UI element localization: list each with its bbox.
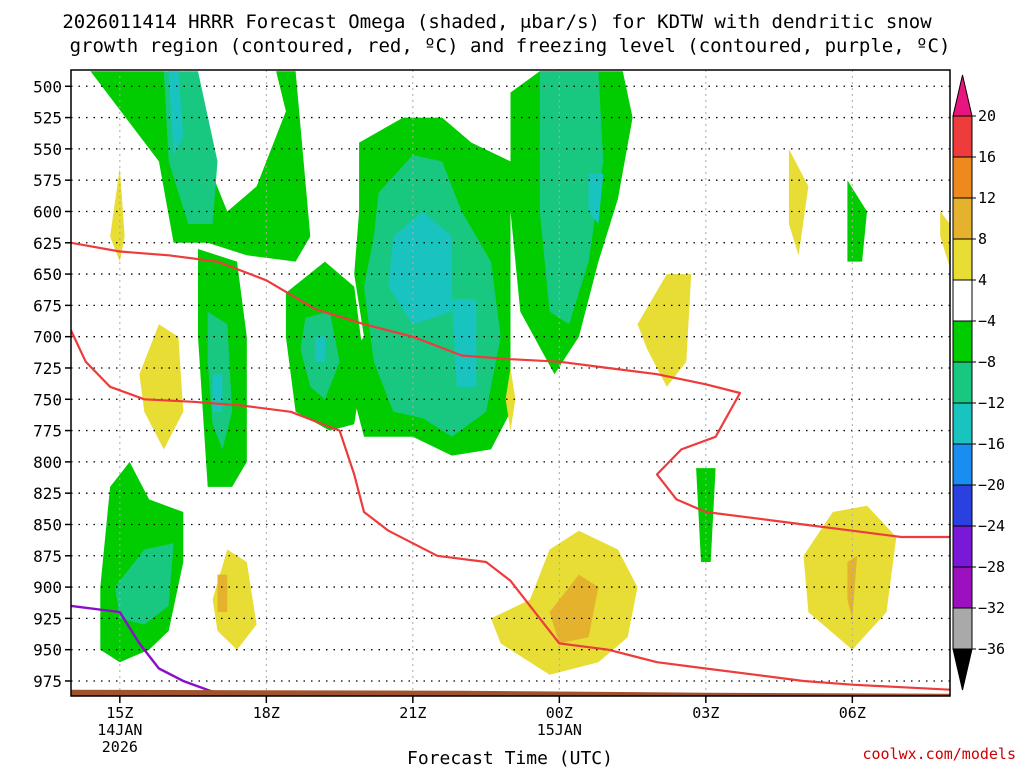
colorbar: 20 16 12 8 4 −4 −8 −12 −16 −20 −24 −28 −32 −36: [952, 74, 1005, 691]
contours: [71, 241, 950, 695]
omega-region-pos-4: [505, 368, 516, 431]
y-tick-label-650: 650: [33, 265, 62, 284]
dendritic-contour-upper: [71, 241, 950, 539]
y-tick-label-800: 800: [33, 453, 62, 472]
colorbar-label-8: −16: [978, 435, 1005, 453]
colorbar-bin-7: [952, 361, 973, 404]
y-tick-label-550: 550: [33, 140, 62, 159]
y-tick-label-575: 575: [33, 171, 62, 190]
y-axis: 500 525 550 575 600 625 650 675 700 725 750 775 800 8…: [33, 77, 71, 691]
x-tick-label-21Z: 21Z: [399, 704, 426, 722]
chart-title-line2: growth region (contoured, red, ºC) and f…: [70, 35, 951, 57]
colorbar-cap-top: [952, 74, 973, 117]
plot-frame: [70, 69, 951, 697]
y-tick-label-525: 525: [33, 109, 62, 128]
colorbar-bin-13: [952, 607, 973, 650]
x-tick-label-06Z: 06Z: [839, 704, 866, 722]
omega-region-pos-5: [637, 274, 692, 387]
x-tick-year-15Z: 2026: [102, 738, 138, 756]
chart-title-line1: 2026011414 HRRR Forecast Omega (shaded, …: [62, 11, 932, 33]
colorbar-bin-8: [952, 402, 973, 445]
x-tick-date-00Z: 15JAN: [537, 721, 582, 739]
y-tick-label-700: 700: [33, 328, 62, 347]
omega-region-neg-13: [539, 71, 604, 325]
y-tick-label-600: 600: [33, 202, 62, 221]
colorbar-label-10: −24: [978, 517, 1005, 535]
colorbar-label-3: 8: [978, 230, 987, 248]
terrain: [71, 689, 950, 696]
omega-region-neg-8: [315, 336, 325, 362]
colorbar-label-5: −4: [978, 312, 996, 330]
y-tick-label-775: 775: [33, 422, 62, 441]
freezing-level-contour: [71, 604, 218, 695]
y-tick-label-975: 975: [33, 672, 62, 691]
colorbar-label-6: −8: [978, 353, 996, 371]
y-tick-label-850: 850: [33, 515, 62, 534]
x-axis-label: Forecast Time (UTC): [407, 748, 613, 768]
x-tick-label-03Z: 03Z: [692, 704, 719, 722]
colorbar-label-0: 20: [978, 107, 996, 125]
y-tick-label-825: 825: [33, 484, 62, 503]
x-tick-label-18Z: 18Z: [253, 704, 280, 722]
y-tick-label-725: 725: [33, 359, 62, 378]
omega-region-pos-3: [217, 574, 228, 613]
omega-region-pos-1: [139, 324, 184, 450]
omega-region-neg-5: [212, 374, 223, 412]
colorbar-label-7: −12: [978, 394, 1005, 412]
y-tick-label-900: 900: [33, 578, 62, 597]
colorbar-bin-11: [952, 525, 973, 568]
omega-region-neg-11: [388, 211, 452, 325]
colorbar-bin-5: [952, 279, 973, 322]
colorbar-bin-3: [952, 197, 973, 240]
omega-region-neg-12: [451, 299, 477, 387]
credit-text: coolwx.com/models: [862, 745, 1016, 763]
colorbar-bin-10: [952, 484, 973, 527]
plot-area: [71, 70, 950, 696]
y-tick-label-500: 500: [33, 77, 62, 96]
omega-region-pos-7: [549, 574, 599, 644]
omega-region-neg-2: [168, 71, 184, 156]
y-tick-label-625: 625: [33, 234, 62, 253]
y-tick-label-750: 750: [33, 390, 62, 409]
colorbar-bin-4: [952, 238, 973, 281]
colorbar-label-9: −20: [978, 476, 1005, 494]
x-tick-date-15Z: 14JAN: [97, 721, 142, 739]
omega-region-pos-11: [940, 211, 950, 268]
colorbar-label-1: 16: [978, 148, 996, 166]
y-tick-label-950: 950: [33, 641, 62, 660]
omega-region-neg-14: [588, 173, 604, 224]
colorbar-label-2: 12: [978, 189, 996, 207]
colorbar-bin-1: [952, 115, 973, 158]
y-tick-label-925: 925: [33, 609, 62, 628]
omega-region-neg-16: [115, 543, 174, 625]
colorbar-label-13: −36: [978, 640, 1005, 658]
colorbar-bin-2: [952, 156, 973, 199]
x-tick-label-00Z: 00Z: [546, 704, 573, 722]
omega-region-pos-2: [212, 549, 257, 650]
terrain-fill: [71, 689, 950, 696]
colorbar-cap-bottom: [952, 648, 973, 691]
omega-region-pos-10: [788, 148, 809, 256]
colorbar-bin-9: [952, 443, 973, 486]
y-tick-label-675: 675: [33, 296, 62, 315]
colorbar-bin-6: [952, 320, 973, 363]
colorbar-label-11: −28: [978, 558, 1005, 576]
dendritic-contour-lower: [71, 329, 950, 691]
omega-region-pos-0: [110, 167, 125, 262]
colorbar-label-12: −32: [978, 599, 1005, 617]
colorbar-label-4: 4: [978, 271, 987, 289]
omega-region-neg-18: [847, 180, 867, 262]
y-tick-label-875: 875: [33, 547, 62, 566]
colorbar-bin-12: [952, 566, 973, 609]
grid: [71, 70, 950, 696]
x-tick-label-15Z: 15Z: [106, 704, 133, 722]
